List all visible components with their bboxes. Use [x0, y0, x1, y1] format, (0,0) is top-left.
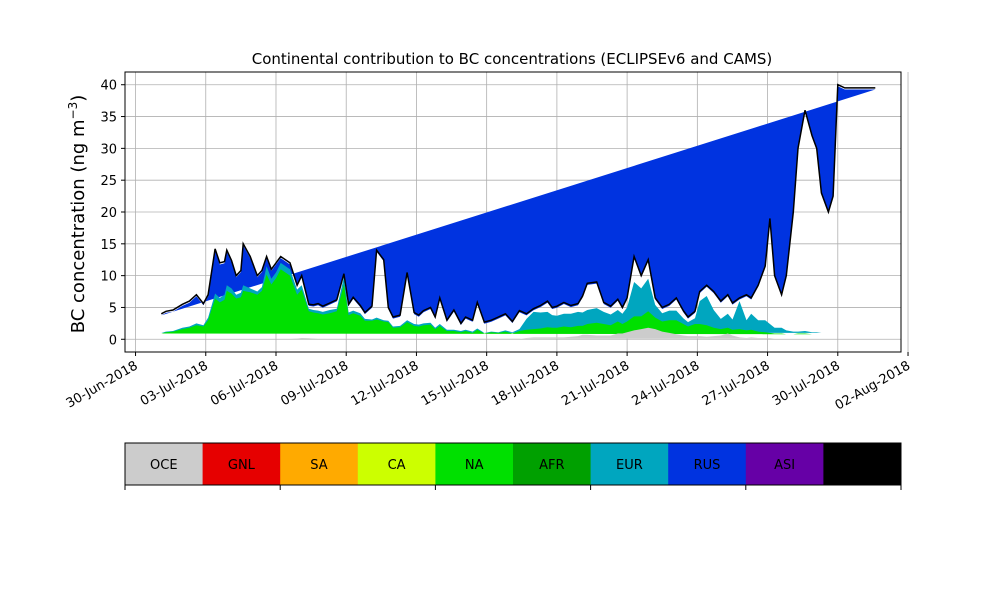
y-tick-label: 40 — [100, 79, 117, 94]
x-axis-ticks: 30-Jun-201803-Jul-201806-Jul-201809-Jul-… — [64, 352, 913, 414]
x-tick-label: 27-Jul-2018 — [700, 358, 773, 409]
colorbar-label-ca: CA — [388, 458, 406, 473]
colorbar: OCE GNL SA CA NA AFR EUR RUS ASI AUS — [124, 443, 902, 490]
colorbar-swatch-oce — [125, 443, 204, 485]
colorbar-label-oce: OCE — [150, 458, 178, 473]
colorbar-swatch-sa — [280, 443, 359, 485]
x-tick-label: 21-Jul-2018 — [559, 358, 632, 409]
x-tick-label: 12-Jul-2018 — [349, 358, 422, 409]
x-tick-label: 24-Jul-2018 — [630, 358, 703, 409]
colorbar-label-afr: AFR — [539, 458, 564, 473]
y-tick-label: 20 — [100, 206, 117, 221]
x-tick-label: 09-Jul-2018 — [278, 358, 351, 409]
y-tick-label: 10 — [100, 270, 117, 285]
colorbar-swatch-gnl — [202, 443, 281, 485]
y-axis-ticks: 0 5 10 15 20 25 30 35 40 — [100, 79, 125, 348]
chart-title: Continental contribution to BC concentra… — [252, 50, 773, 68]
x-tick-label: 18-Jul-2018 — [489, 358, 562, 409]
y-tick-label: 30 — [100, 142, 117, 157]
y-axis-label: BC concentration (ng m−3) — [66, 95, 89, 334]
colorbar-swatch-asi — [745, 443, 824, 485]
x-tick-label: 03-Jul-2018 — [138, 358, 211, 409]
colorbar-swatch-rus — [668, 443, 747, 485]
y-tick-label: 0 — [109, 333, 117, 348]
area-oce — [161, 327, 876, 339]
x-tick-label: 06-Jul-2018 — [208, 358, 281, 409]
total-line — [160, 83, 876, 325]
colorbar-label-sa: SA — [310, 458, 327, 473]
x-tick-label: 15-Jul-2018 — [419, 358, 492, 409]
colorbar-label-gnl: GNL — [228, 458, 256, 473]
colorbar-frame — [124, 442, 902, 486]
area-na — [161, 269, 876, 335]
colorbar-label-eur: EUR — [616, 458, 643, 473]
colorbar-swatch-afr — [513, 443, 592, 485]
area-rus — [161, 86, 876, 325]
colorbar-swatch-eur — [590, 443, 669, 485]
colorbar-swatch-na — [435, 443, 514, 485]
x-tick-label: 30-Jun-2018 — [64, 358, 141, 411]
colorbar-label-rus: RUS — [694, 458, 721, 473]
y-tick-label: 5 — [109, 301, 117, 316]
colorbar-swatch-ca — [357, 443, 436, 485]
total-concentration-line — [160, 83, 876, 325]
colorbar-label-na: NA — [465, 458, 484, 473]
y-tick-label: 25 — [100, 174, 117, 189]
stacked-areas — [161, 86, 876, 339]
x-tick-label: 02-Aug-2018 — [833, 358, 913, 413]
y-tick-label: 15 — [100, 238, 117, 253]
colorbar-label-asi: ASI — [774, 458, 795, 473]
y-tick-label: 35 — [100, 111, 117, 126]
colorbar-swatch-aus — [823, 443, 902, 485]
colorbar-label-aus: AUS — [849, 458, 876, 473]
x-tick-label: 30-Jul-2018 — [770, 358, 843, 409]
